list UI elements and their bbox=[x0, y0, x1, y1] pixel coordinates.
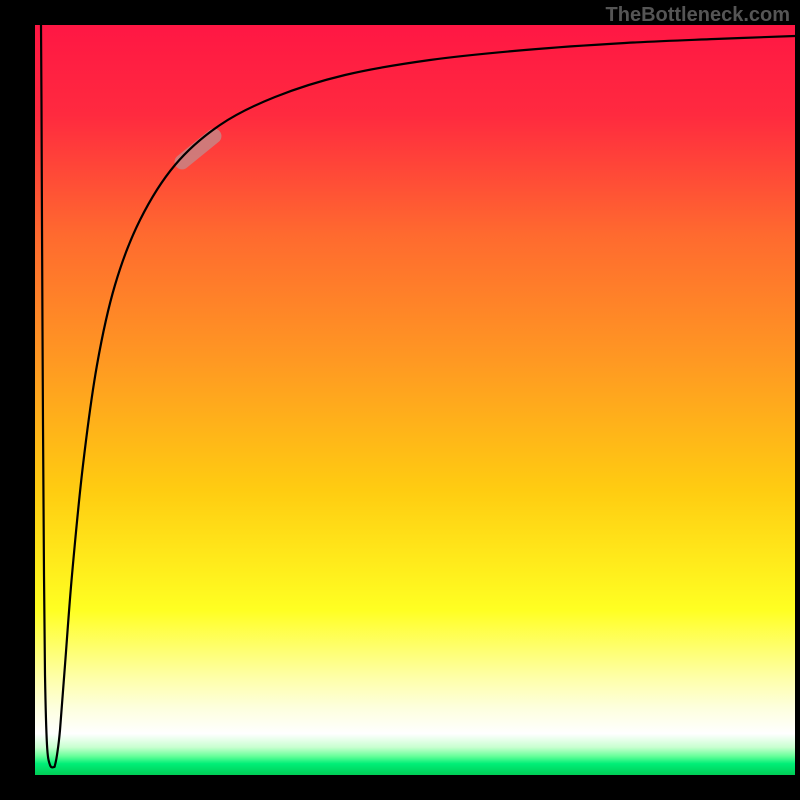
chart-curve-layer bbox=[35, 25, 795, 775]
highlight-marker bbox=[172, 126, 225, 173]
plot-area bbox=[35, 25, 795, 775]
bottleneck-curve bbox=[41, 25, 795, 767]
watermark-text: TheBottleneck.com bbox=[606, 4, 790, 27]
